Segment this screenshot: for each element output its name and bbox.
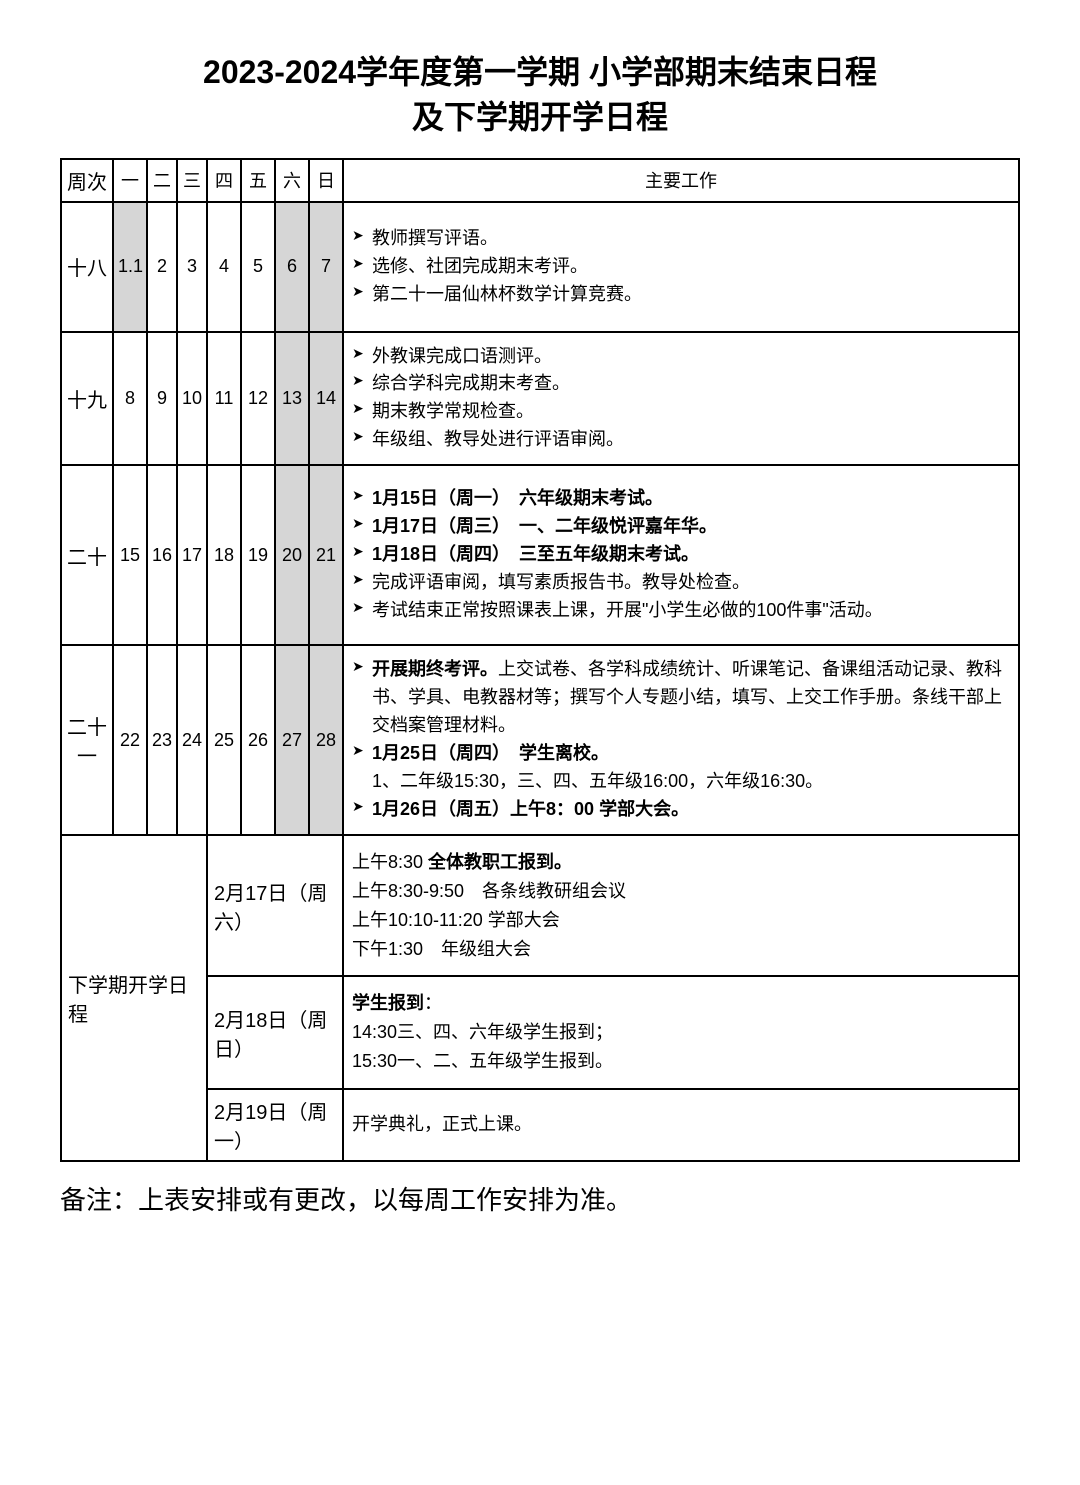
- work-item: 期末教学常规检查。: [350, 398, 1008, 426]
- day-cell: 11: [207, 332, 241, 466]
- page-title: 2023-2024学年度第一学期 小学部期末结束日程 及下学期开学日程: [60, 50, 1020, 140]
- next-date: 2月17日（周六）: [207, 835, 343, 976]
- day-cell: 15: [113, 465, 147, 645]
- table-row: 十八1.1234567教师撰写评语。选修、社团完成期末考评。第二十一届仙林杯数学…: [61, 202, 1019, 332]
- work-item: 开展期终考评。上交试卷、各学科成绩统计、听课笔记、备课组活动记录、教科书、学具、…: [350, 656, 1008, 740]
- work-item: 综合学科完成期末考查。: [350, 370, 1008, 398]
- next-section-label: 下学期开学日程: [61, 835, 207, 1161]
- work-item: 年级组、教导处进行评语审阅。: [350, 426, 1008, 454]
- day-cell: 28: [309, 645, 343, 835]
- work-item: 1、二年级15:30，三、四、五年级16:00，六年级16:30。: [350, 768, 1008, 796]
- header-row: 周次 一 二 三 四 五 六 日 主要工作: [61, 159, 1019, 202]
- next-detail: 上午8:30 全体教职工报到。上午8:30-9:50 各条线教研组会议上午10:…: [343, 835, 1019, 976]
- work-cell: 1月15日（周一） 六年级期末考试。1月17日（周三） 一、二年级悦评嘉年华。1…: [343, 465, 1019, 645]
- hdr-d6: 六: [275, 159, 309, 202]
- day-cell: 21: [309, 465, 343, 645]
- day-cell: 24: [177, 645, 207, 835]
- day-cell: 5: [241, 202, 275, 332]
- table-row: 下学期开学日程2月17日（周六）上午8:30 全体教职工报到。上午8:30-9:…: [61, 835, 1019, 976]
- next-date: 2月19日（周一）: [207, 1089, 343, 1161]
- day-cell: 25: [207, 645, 241, 835]
- table-row: 十九891011121314外教课完成口语测评。综合学科完成期末考查。期末教学常…: [61, 332, 1019, 466]
- day-cell: 17: [177, 465, 207, 645]
- day-cell: 12: [241, 332, 275, 466]
- day-cell: 20: [275, 465, 309, 645]
- week-label: 二十: [61, 465, 113, 645]
- day-cell: 6: [275, 202, 309, 332]
- work-item: 1月15日（周一） 六年级期末考试。: [350, 485, 1008, 513]
- next-date: 2月18日（周日）: [207, 976, 343, 1088]
- table-row: 二十151617181920211月15日（周一） 六年级期末考试。1月17日（…: [61, 465, 1019, 645]
- hdr-d4: 四: [207, 159, 241, 202]
- day-cell: 9: [147, 332, 177, 466]
- day-cell: 3: [177, 202, 207, 332]
- work-item: 1月25日（周四） 学生离校。: [350, 740, 1008, 768]
- work-cell: 外教课完成口语测评。综合学科完成期末考查。期末教学常规检查。年级组、教导处进行评…: [343, 332, 1019, 466]
- next-detail: 学生报到：14:30三、四、六年级学生报到；15:30一、二、五年级学生报到。: [343, 976, 1019, 1088]
- day-cell: 8: [113, 332, 147, 466]
- title-line1: 2023-2024学年度第一学期 小学部期末结束日程: [203, 54, 877, 90]
- day-cell: 13: [275, 332, 309, 466]
- next-detail: 开学典礼，正式上课。: [343, 1089, 1019, 1161]
- footnote: 备注：上表安排或有更改，以每周工作安排为准。: [60, 1180, 1020, 1217]
- work-item: 外教课完成口语测评。: [350, 343, 1008, 371]
- day-cell: 23: [147, 645, 177, 835]
- hdr-d2: 二: [147, 159, 177, 202]
- work-item: 完成评语审阅，填写素质报告书。教导处检查。: [350, 569, 1008, 597]
- work-item: 选修、社团完成期末考评。: [350, 253, 1008, 281]
- day-cell: 18: [207, 465, 241, 645]
- hdr-d3: 三: [177, 159, 207, 202]
- hdr-d7: 日: [309, 159, 343, 202]
- work-item: 第二十一届仙林杯数学计算竞赛。: [350, 281, 1008, 309]
- day-cell: 4: [207, 202, 241, 332]
- day-cell: 19: [241, 465, 275, 645]
- hdr-week: 周次: [61, 159, 113, 202]
- work-item: 1月26日（周五）上午8：00 学部大会。: [350, 796, 1008, 824]
- day-cell: 2: [147, 202, 177, 332]
- day-cell: 1.1: [113, 202, 147, 332]
- week-label: 十九: [61, 332, 113, 466]
- day-cell: 16: [147, 465, 177, 645]
- hdr-d1: 一: [113, 159, 147, 202]
- hdr-d5: 五: [241, 159, 275, 202]
- work-item: 1月17日（周三） 一、二年级悦评嘉年华。: [350, 513, 1008, 541]
- work-item: 教师撰写评语。: [350, 225, 1008, 253]
- day-cell: 10: [177, 332, 207, 466]
- work-item: 考试结束正常按照课表上课，开展"小学生必做的100件事"活动。: [350, 597, 1008, 625]
- hdr-work: 主要工作: [343, 159, 1019, 202]
- week-label: 二十一: [61, 645, 113, 835]
- day-cell: 14: [309, 332, 343, 466]
- day-cell: 27: [275, 645, 309, 835]
- work-cell: 教师撰写评语。选修、社团完成期末考评。第二十一届仙林杯数学计算竞赛。: [343, 202, 1019, 332]
- day-cell: 26: [241, 645, 275, 835]
- work-cell: 开展期终考评。上交试卷、各学科成绩统计、听课笔记、备课组活动记录、教科书、学具、…: [343, 645, 1019, 835]
- work-item: 1月18日（周四） 三至五年级期末考试。: [350, 541, 1008, 569]
- title-line2: 及下学期开学日程: [412, 99, 668, 135]
- day-cell: 22: [113, 645, 147, 835]
- day-cell: 7: [309, 202, 343, 332]
- schedule-table: 周次 一 二 三 四 五 六 日 主要工作 十八1.1234567教师撰写评语。…: [60, 158, 1020, 1162]
- week-label: 十八: [61, 202, 113, 332]
- table-row: 二十一22232425262728开展期终考评。上交试卷、各学科成绩统计、听课笔…: [61, 645, 1019, 835]
